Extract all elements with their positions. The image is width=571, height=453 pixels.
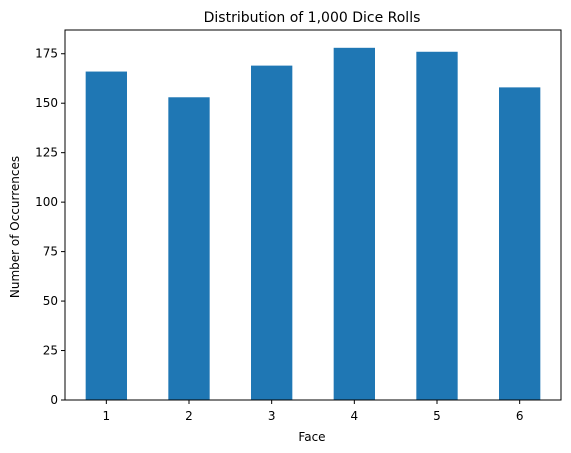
bar-face-2 <box>168 97 210 400</box>
bar-face-1 <box>85 71 127 400</box>
y-tick-label: 100 <box>35 195 58 209</box>
x-tick-label: 3 <box>268 409 276 423</box>
y-tick-label: 150 <box>35 96 58 110</box>
y-tick-label: 75 <box>43 245 58 259</box>
x-tick-label: 5 <box>433 409 441 423</box>
y-tick-label: 0 <box>50 393 58 407</box>
x-tick-label: 6 <box>516 409 524 423</box>
y-tick-label: 25 <box>43 344 58 358</box>
x-tick-label: 2 <box>185 409 193 423</box>
plot-frame <box>64 29 562 401</box>
y-tick-label: 50 <box>43 294 58 308</box>
bar-face-5 <box>416 51 458 400</box>
y-tick-label: 175 <box>35 47 58 61</box>
x-tick-label: 4 <box>351 409 359 423</box>
chart-title: Distribution of 1,000 Dice Rolls <box>204 10 421 26</box>
x-axis-label: Face <box>298 430 325 444</box>
bar-face-6 <box>499 87 541 401</box>
x-tick-label: 1 <box>103 409 111 423</box>
y-tick-label: 125 <box>35 146 58 160</box>
bar-face-3 <box>251 65 293 400</box>
bar-face-4 <box>333 47 375 400</box>
y-axis-label: Number of Occurrences <box>8 156 22 298</box>
plot-area: 1 2 3 4 5 6 0 25 50 75 100 125 150 175 <box>35 29 562 423</box>
